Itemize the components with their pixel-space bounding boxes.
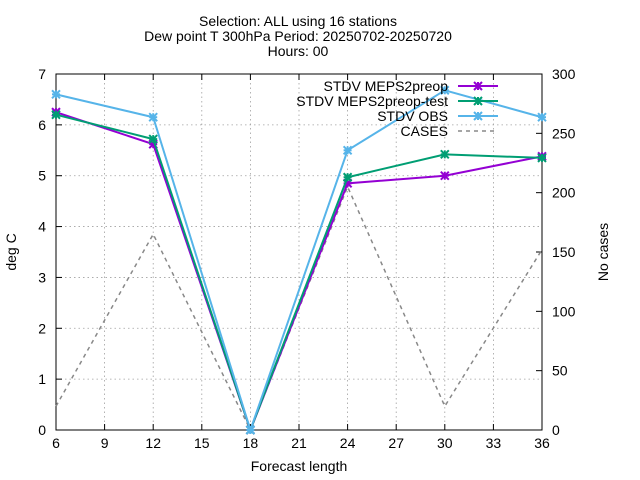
y2-tick-label: 200: [552, 185, 576, 201]
x-tick-label: 15: [194, 435, 210, 451]
data-point: [342, 145, 353, 155]
legend-entry: STDV MEPS2preop: [324, 78, 498, 94]
series-line: [55, 89, 543, 434]
y-tick-label: 7: [38, 66, 46, 82]
legend-entry: STDV OBS: [377, 108, 498, 124]
legend-label: CASES: [401, 123, 448, 139]
data-point: [440, 149, 450, 160]
series-stdv-obs: [51, 85, 547, 435]
y2-axis-label: No cases: [595, 223, 611, 281]
y-tick-label: 3: [38, 269, 46, 285]
y2-tick-label: 250: [552, 125, 576, 141]
y-tick-label: 1: [38, 371, 46, 387]
data-point: [51, 89, 61, 100]
legend-label: STDV MEPS2preop: [324, 78, 449, 94]
y2-axis: 0 50 100 150 200 250 300: [536, 66, 576, 438]
x-tick-label: 30: [437, 435, 453, 451]
data-point: [537, 153, 547, 163]
data-point: [148, 134, 158, 144]
grid: [56, 74, 542, 430]
y2-tick-label: 100: [552, 303, 576, 319]
x-axis-label: Forecast length: [251, 458, 348, 474]
x-tick-label: 18: [243, 435, 259, 451]
chart-title: Selection: ALL using 16 stations Dew poi…: [144, 13, 452, 59]
y-tick-label: 4: [38, 219, 46, 235]
x-tick-label: 21: [291, 435, 307, 451]
x-tick-label: 24: [340, 435, 356, 451]
data-point: [440, 85, 450, 95]
y2-tick-label: 0: [552, 422, 560, 438]
series-line: [55, 113, 543, 433]
title-line-2: Dew point T 300hPa Period: 20250702-2025…: [144, 28, 452, 44]
x-tick-label: 36: [534, 435, 550, 451]
data-point: [148, 112, 158, 122]
data-point: [342, 172, 353, 182]
y-tick-label: 0: [38, 422, 46, 438]
y-tick-label: 6: [38, 117, 46, 133]
legend-label: STDV OBS: [377, 108, 448, 124]
series-line: [55, 111, 543, 433]
x-tick-label: 9: [101, 435, 109, 451]
y-tick-label: 2: [38, 320, 46, 336]
y-axis: 0 1 2 3 4 5 6 7: [38, 66, 62, 438]
data-point: [440, 171, 450, 181]
series-layer: [51, 85, 547, 435]
x-tick-label: 12: [145, 435, 161, 451]
title-line-3: Hours: 00: [268, 43, 329, 59]
y2-tick-label: 150: [552, 244, 576, 260]
data-point: [537, 112, 547, 122]
legend-entry: CASES: [401, 123, 498, 139]
x-tick-label: 33: [486, 435, 502, 451]
y-axis-label: deg C: [3, 233, 19, 270]
y2-tick-label: 50: [552, 363, 568, 379]
data-point: [473, 81, 483, 91]
title-line-1: Selection: ALL using 16 stations: [199, 13, 397, 29]
x-tick-label: 6: [52, 435, 60, 451]
y2-tick-label: 300: [552, 66, 576, 82]
y-tick-label: 5: [38, 168, 46, 184]
x-tick-label: 27: [388, 435, 404, 451]
data-point: [473, 96, 483, 106]
legend-label: STDV MEPS2preop-test: [296, 93, 448, 109]
data-point: [51, 109, 61, 120]
legend-entry: STDV MEPS2preop-test: [296, 93, 498, 109]
data-point: [473, 111, 483, 121]
data-point: [245, 425, 256, 435]
